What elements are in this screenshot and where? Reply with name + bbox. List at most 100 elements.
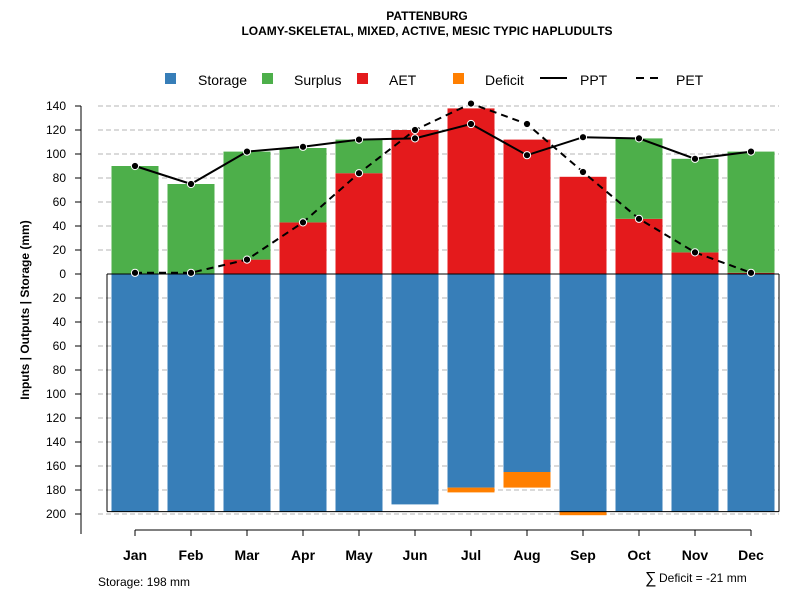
legend-label-deficit: Deficit	[485, 72, 524, 88]
legend-swatch-deficit	[453, 73, 464, 84]
bar-storage-jul	[447, 274, 495, 488]
chart-title: PATTENBURG	[386, 9, 468, 23]
y-tick-label: 100	[46, 147, 66, 161]
point-pet-apr	[298, 218, 308, 227]
x-tick-label-dec: Dec	[738, 547, 764, 563]
bar-deficit-jul	[447, 487, 495, 493]
bar-surplus-dec	[727, 151, 775, 273]
bar-aet-jun	[391, 130, 439, 274]
y-tick-label: 160	[46, 459, 66, 473]
x-tick-label-jan: Jan	[123, 547, 147, 563]
bar-storage-aug	[503, 274, 551, 472]
legend-swatch-aet	[357, 73, 368, 84]
bar-surplus-mar	[223, 151, 271, 260]
x-tick-label-feb: Feb	[179, 547, 204, 563]
bar-surplus-feb	[167, 184, 215, 274]
y-tick-label: 80	[53, 363, 67, 377]
x-tick-label-mar: Mar	[235, 547, 260, 563]
y-tick-label: 140	[46, 99, 66, 113]
bar-deficit-sep	[559, 511, 607, 516]
y-tick-label: 40	[53, 219, 67, 233]
x-tick-label-jun: Jun	[403, 547, 428, 563]
storage-note: Storage: 198 mm	[98, 575, 190, 589]
lines	[130, 99, 756, 277]
legend-swatch-surplus	[262, 73, 273, 84]
bar-aet-may	[335, 173, 383, 274]
bar-surplus-nov	[671, 158, 719, 253]
bar-aet-nov	[671, 252, 719, 274]
legend-label-ppt: PPT	[580, 72, 608, 88]
bar-storage-oct	[615, 274, 663, 512]
bar-storage-jan	[111, 274, 159, 512]
legend: Storage Surplus AET Deficit PPT PET	[165, 72, 704, 88]
point-pet-oct	[634, 214, 644, 223]
point-ppt-jan	[130, 161, 140, 171]
bar-aet-aug	[503, 139, 551, 274]
line-ppt	[134, 122, 752, 186]
bar-aet-oct	[615, 218, 663, 274]
bar-aet-apr	[279, 222, 327, 274]
point-pet-jun	[410, 125, 420, 135]
line-pet	[135, 102, 752, 274]
bar-storage-nov	[671, 274, 719, 512]
y-tick-label: 20	[53, 291, 67, 305]
y-tick-label: 40	[53, 315, 67, 329]
y-tick-label: 120	[46, 411, 66, 425]
point-ppt-apr	[298, 142, 308, 151]
y-tick-label: 0	[59, 267, 66, 281]
x-tick-label-sep: Sep	[570, 547, 596, 563]
point-pet-nov	[690, 248, 700, 257]
point-ppt-aug	[522, 151, 532, 160]
chart-subtitle: LOAMY-SKELETAL, MIXED, ACTIVE, MESIC TYP…	[241, 24, 612, 38]
point-ppt-dec	[746, 147, 756, 156]
y-tick-label: 200	[46, 507, 66, 521]
legend-label-aet: AET	[389, 72, 417, 88]
bar-surplus-apr	[279, 148, 327, 223]
y-tick-label: 120	[46, 123, 66, 137]
point-ppt-feb	[186, 179, 196, 189]
x-tick-label-aug: Aug	[513, 547, 540, 563]
point-pet-may	[354, 169, 364, 178]
bar-surplus-oct	[615, 138, 663, 219]
deficit-note: Deficit = -21 mm	[659, 571, 747, 585]
bar-surplus-jan	[111, 166, 159, 274]
point-ppt-sep	[578, 133, 588, 142]
point-ppt-may	[354, 135, 364, 144]
bar-storage-may	[335, 274, 383, 512]
y-tick-label: 60	[53, 339, 67, 353]
bar-storage-jun	[391, 274, 439, 505]
y-tick-label: 80	[53, 171, 67, 185]
bar-storage-dec	[727, 274, 775, 512]
point-ppt-mar	[242, 147, 252, 156]
bar-storage-sep	[559, 274, 607, 512]
bar-surplus-may	[335, 139, 383, 174]
y-tick-label: 60	[53, 195, 67, 209]
bar-deficit-aug	[503, 472, 551, 488]
y-tick-label: 100	[46, 387, 66, 401]
point-pet-sep	[578, 167, 588, 177]
bar-storage-feb	[167, 274, 215, 512]
point-pet-mar	[242, 255, 252, 264]
x-tick-label-oct: Oct	[627, 547, 651, 563]
bars	[106, 108, 780, 516]
axes: 1401201008060402002040608010012014016018…	[46, 99, 764, 563]
x-tick-label-may: May	[345, 547, 372, 563]
x-tick-label-jul: Jul	[461, 547, 481, 563]
bar-storage-mar	[223, 274, 271, 512]
legend-label-storage: Storage	[198, 72, 247, 88]
x-tick-label-apr: Apr	[291, 547, 316, 563]
legend-swatch-storage	[165, 73, 176, 84]
bar-storage-apr	[279, 274, 327, 512]
point-ppt-jul	[466, 119, 476, 129]
point-pet-aug	[522, 119, 532, 129]
y-tick-label: 20	[53, 243, 67, 257]
legend-label-pet: PET	[676, 72, 704, 88]
x-tick-label-nov: Nov	[682, 547, 709, 563]
point-ppt-nov	[690, 154, 700, 163]
point-ppt-jun	[410, 134, 420, 143]
legend-label-surplus: Surplus	[294, 72, 341, 88]
bar-aet-jul	[447, 108, 495, 275]
point-ppt-oct	[634, 134, 644, 143]
point-pet-jan	[130, 268, 140, 277]
